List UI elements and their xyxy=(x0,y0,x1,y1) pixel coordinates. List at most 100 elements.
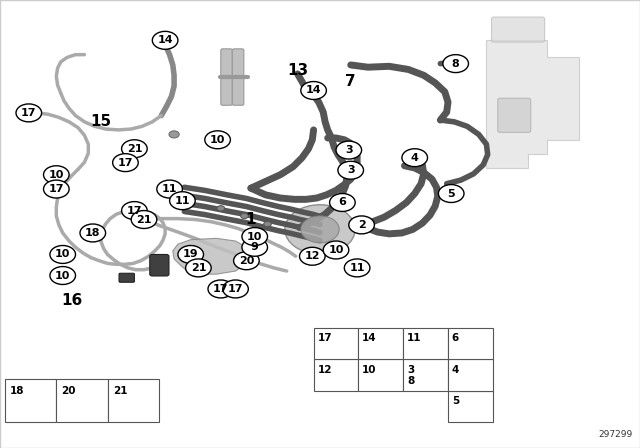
Circle shape xyxy=(402,149,428,167)
Circle shape xyxy=(338,161,364,179)
FancyBboxPatch shape xyxy=(119,273,134,282)
Text: 11: 11 xyxy=(162,184,177,194)
Circle shape xyxy=(44,180,69,198)
Text: 18: 18 xyxy=(85,228,100,238)
Text: 17: 17 xyxy=(49,184,64,194)
Text: 19: 19 xyxy=(183,250,198,259)
Circle shape xyxy=(264,221,271,227)
Text: 10: 10 xyxy=(362,365,377,375)
Text: 2: 2 xyxy=(358,220,365,230)
Circle shape xyxy=(300,247,325,265)
Text: 5: 5 xyxy=(447,189,455,198)
Text: 8: 8 xyxy=(452,59,460,69)
Circle shape xyxy=(212,136,223,143)
FancyBboxPatch shape xyxy=(448,328,493,359)
Circle shape xyxy=(16,104,42,122)
FancyBboxPatch shape xyxy=(358,328,403,359)
Text: 17: 17 xyxy=(213,284,228,294)
FancyBboxPatch shape xyxy=(150,254,169,276)
FancyBboxPatch shape xyxy=(56,379,108,422)
Circle shape xyxy=(301,216,339,243)
Circle shape xyxy=(205,131,230,149)
Text: 9: 9 xyxy=(251,242,259,252)
Circle shape xyxy=(438,185,464,202)
FancyBboxPatch shape xyxy=(358,359,403,391)
Circle shape xyxy=(122,140,147,158)
Polygon shape xyxy=(486,40,579,168)
Circle shape xyxy=(223,280,248,298)
Circle shape xyxy=(241,213,248,219)
FancyBboxPatch shape xyxy=(448,391,493,422)
Text: 10: 10 xyxy=(55,271,70,280)
Text: 12: 12 xyxy=(317,365,332,375)
Text: 16: 16 xyxy=(61,293,83,308)
Text: 4: 4 xyxy=(411,153,419,163)
Text: 6: 6 xyxy=(452,333,459,343)
FancyBboxPatch shape xyxy=(314,328,358,359)
Text: 13: 13 xyxy=(287,63,308,78)
Text: 297299: 297299 xyxy=(598,430,632,439)
Circle shape xyxy=(169,131,179,138)
Circle shape xyxy=(349,216,374,234)
Text: 10: 10 xyxy=(328,245,344,255)
Text: 17: 17 xyxy=(228,284,243,294)
Text: 14: 14 xyxy=(306,86,321,95)
Text: 12: 12 xyxy=(305,251,320,261)
Text: 3: 3 xyxy=(347,165,355,175)
Text: 10: 10 xyxy=(49,170,64,180)
Circle shape xyxy=(217,206,225,211)
Text: 1: 1 xyxy=(246,212,256,227)
Text: 11: 11 xyxy=(407,333,422,343)
Circle shape xyxy=(80,224,106,242)
Text: 5: 5 xyxy=(452,396,459,406)
FancyBboxPatch shape xyxy=(403,359,448,391)
Text: 11: 11 xyxy=(175,196,190,206)
Text: 7: 7 xyxy=(346,74,356,90)
Text: 3: 3 xyxy=(407,365,414,375)
Circle shape xyxy=(330,194,355,211)
Text: 3: 3 xyxy=(345,145,353,155)
Circle shape xyxy=(170,192,195,210)
Text: 21: 21 xyxy=(191,263,206,273)
Text: 10: 10 xyxy=(247,232,262,241)
FancyBboxPatch shape xyxy=(108,379,159,422)
Circle shape xyxy=(344,259,370,277)
Text: 10: 10 xyxy=(55,250,70,259)
Text: 4: 4 xyxy=(452,365,460,375)
Text: 14: 14 xyxy=(362,333,377,343)
Text: 21: 21 xyxy=(136,215,152,224)
Text: 17: 17 xyxy=(127,206,142,215)
Circle shape xyxy=(131,211,157,228)
Circle shape xyxy=(323,241,349,259)
Circle shape xyxy=(157,180,182,198)
FancyBboxPatch shape xyxy=(232,49,244,105)
FancyBboxPatch shape xyxy=(221,49,232,105)
Circle shape xyxy=(113,154,138,172)
Text: 17: 17 xyxy=(317,333,332,343)
Circle shape xyxy=(301,82,326,99)
Text: 10: 10 xyxy=(210,135,225,145)
Circle shape xyxy=(242,228,268,246)
Circle shape xyxy=(336,141,362,159)
FancyBboxPatch shape xyxy=(498,98,531,133)
FancyBboxPatch shape xyxy=(5,379,56,422)
Text: 17: 17 xyxy=(118,158,133,168)
FancyBboxPatch shape xyxy=(492,17,545,42)
Text: 20: 20 xyxy=(239,256,254,266)
Text: 20: 20 xyxy=(61,386,76,396)
Circle shape xyxy=(443,55,468,73)
Text: 18: 18 xyxy=(10,386,25,396)
Text: 11: 11 xyxy=(349,263,365,273)
Text: 14: 14 xyxy=(157,35,173,45)
Text: 21: 21 xyxy=(113,386,127,396)
Circle shape xyxy=(152,31,178,49)
Circle shape xyxy=(242,238,268,256)
Text: 17: 17 xyxy=(21,108,36,118)
Circle shape xyxy=(44,166,69,184)
FancyBboxPatch shape xyxy=(403,328,448,359)
Text: 8: 8 xyxy=(407,376,414,386)
Circle shape xyxy=(208,280,234,298)
Text: 21: 21 xyxy=(127,144,142,154)
Polygon shape xyxy=(173,238,246,274)
Circle shape xyxy=(285,205,355,254)
